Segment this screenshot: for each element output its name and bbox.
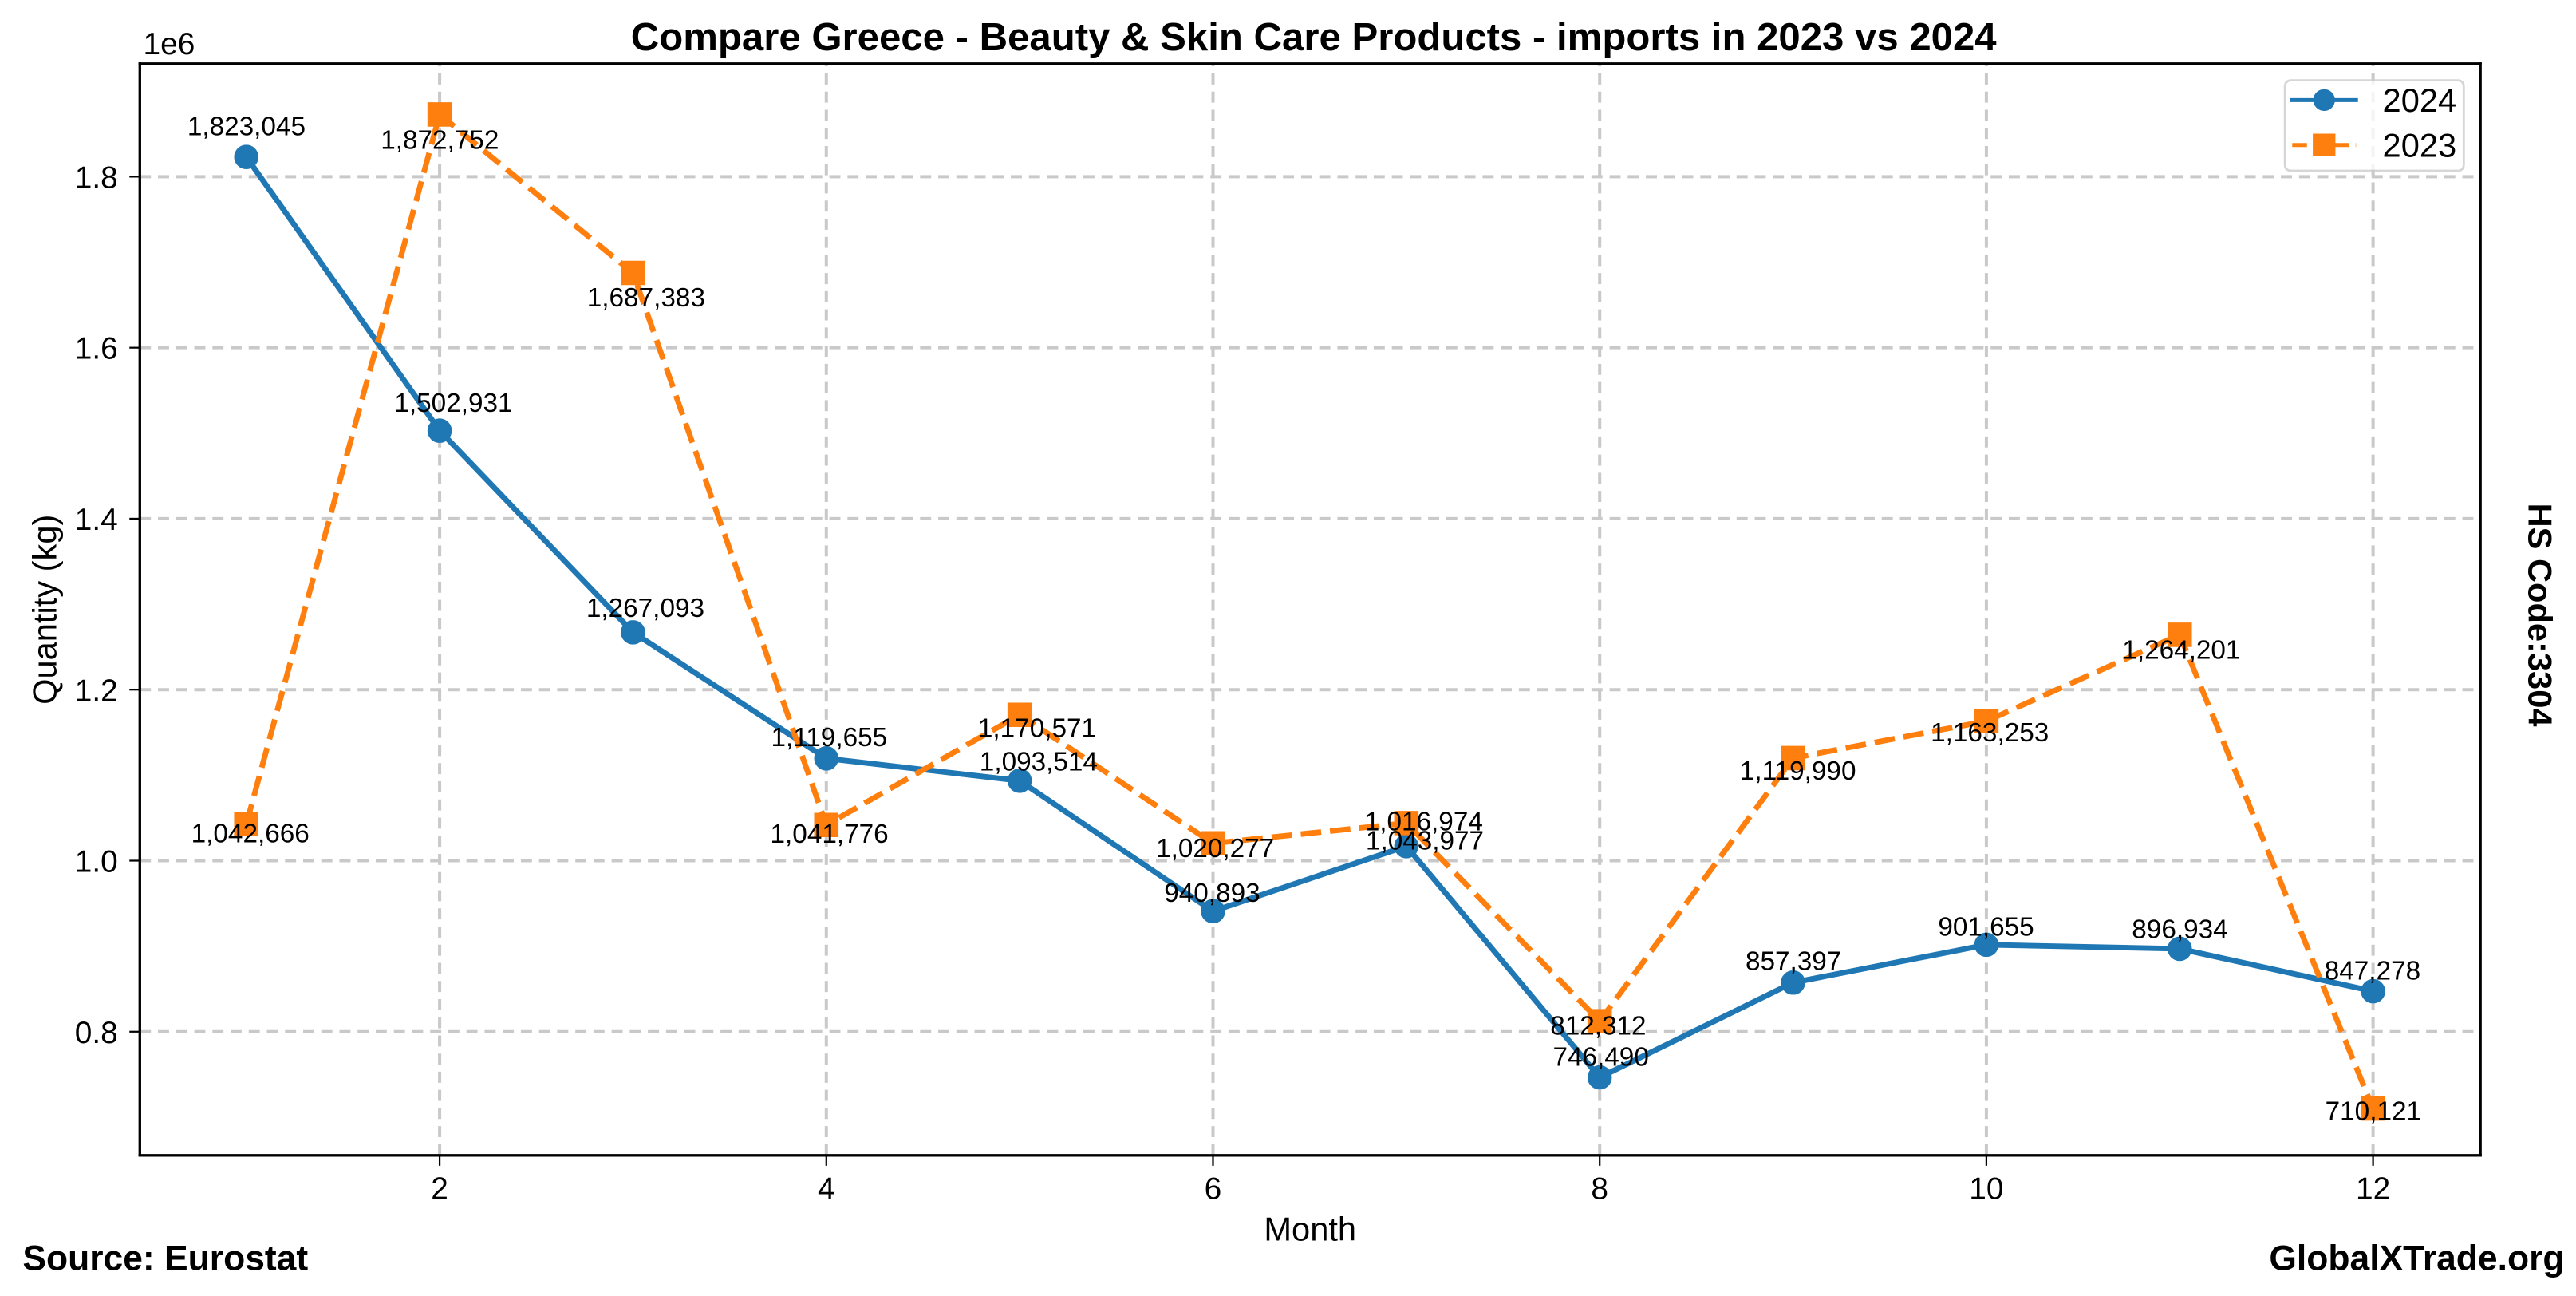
svg-text:0.8: 0.8 — [75, 1016, 118, 1050]
svg-text:1,170,571: 1,170,571 — [978, 713, 1096, 743]
svg-text:1,043,977: 1,043,977 — [1366, 827, 1484, 856]
svg-text:1,119,990: 1,119,990 — [1740, 757, 1856, 786]
svg-text:Quantity (kg): Quantity (kg) — [26, 515, 64, 705]
svg-text:2023: 2023 — [2383, 126, 2457, 164]
svg-text:857,397: 857,397 — [1746, 946, 1841, 976]
svg-text:1.4: 1.4 — [75, 503, 118, 537]
svg-text:1,687,383: 1,687,383 — [587, 283, 705, 313]
svg-text:812,312: 812,312 — [1550, 1012, 1646, 1041]
svg-text:6: 6 — [1205, 1172, 1222, 1207]
svg-text:1,823,045: 1,823,045 — [187, 112, 306, 141]
svg-text:710,121: 710,121 — [2326, 1096, 2421, 1126]
svg-text:2: 2 — [431, 1172, 448, 1207]
svg-text:1,020,277: 1,020,277 — [1156, 834, 1274, 863]
svg-text:746,490: 746,490 — [1552, 1043, 1648, 1073]
svg-text:1,264,201: 1,264,201 — [2122, 635, 2240, 665]
svg-text:1e6: 1e6 — [143, 27, 195, 61]
svg-text:1,163,253: 1,163,253 — [1931, 718, 2049, 748]
svg-text:901,655: 901,655 — [1938, 913, 2034, 942]
svg-text:1,267,093: 1,267,093 — [586, 594, 704, 623]
svg-text:896,934: 896,934 — [2132, 915, 2227, 945]
svg-text:1,042,666: 1,042,666 — [191, 819, 310, 848]
svg-text:2024: 2024 — [2383, 81, 2457, 119]
svg-text:1.2: 1.2 — [75, 674, 118, 708]
svg-text:847,278: 847,278 — [2325, 957, 2420, 986]
svg-text:Month: Month — [1264, 1211, 1356, 1248]
svg-text:1.8: 1.8 — [75, 160, 118, 195]
svg-text:12: 12 — [2356, 1172, 2390, 1207]
svg-text:940,893: 940,893 — [1164, 879, 1260, 908]
svg-text:1,119,655: 1,119,655 — [771, 723, 887, 753]
svg-text:Compare Greece - Beauty & Skin: Compare Greece - Beauty & Skin Care Prod… — [631, 16, 1998, 59]
svg-text:1,872,752: 1,872,752 — [381, 126, 499, 156]
svg-text:1,502,931: 1,502,931 — [394, 389, 512, 418]
svg-text:1,016,974: 1,016,974 — [1365, 808, 1483, 837]
svg-text:Source: Eurostat: Source: Eurostat — [22, 1239, 308, 1278]
svg-text:4: 4 — [818, 1172, 835, 1207]
svg-text:1.0: 1.0 — [75, 845, 118, 879]
svg-text:10: 10 — [1969, 1172, 2003, 1207]
svg-text:1.6: 1.6 — [75, 332, 118, 366]
svg-text:8: 8 — [1591, 1172, 1608, 1207]
svg-text:1,093,514: 1,093,514 — [980, 747, 1098, 776]
svg-text:1,041,776: 1,041,776 — [771, 820, 889, 849]
svg-text:GlobalXTrade.org: GlobalXTrade.org — [2269, 1239, 2564, 1278]
svg-text:HS Code:3304: HS Code:3304 — [2521, 504, 2558, 727]
